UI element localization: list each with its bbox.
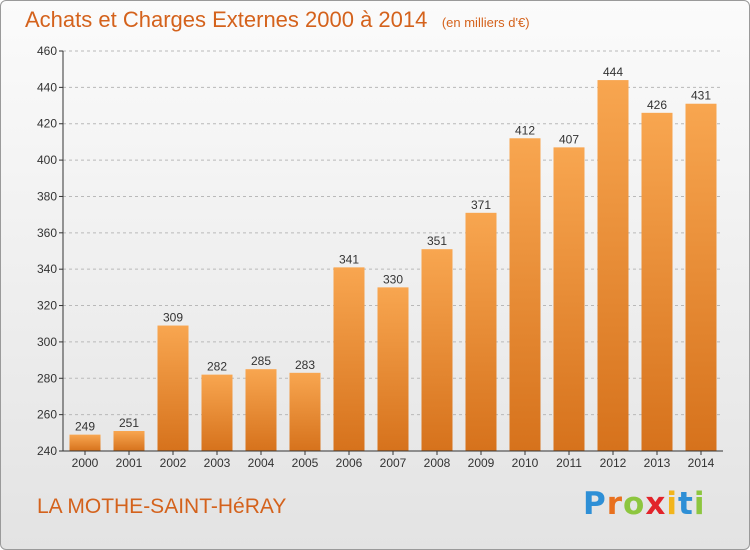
bar: [113, 431, 145, 451]
x-tick-label: 2009: [468, 456, 495, 470]
bar: [509, 138, 541, 452]
y-tick-label: 420: [37, 117, 57, 131]
bar-value-label: 309: [163, 311, 183, 325]
bar-value-label: 341: [339, 252, 359, 266]
bar-value-label: 330: [383, 272, 403, 286]
bar-value-label: 371: [471, 198, 491, 212]
logo-letter: r: [606, 486, 624, 522]
y-tick-label: 340: [37, 262, 57, 276]
bar-value-label: 351: [427, 234, 447, 248]
bar-value-label: 285: [251, 354, 271, 368]
x-tick-label: 2013: [644, 456, 671, 470]
bar: [289, 372, 321, 451]
bar: [201, 374, 233, 451]
bar: [245, 369, 277, 451]
y-tick-label: 300: [37, 335, 57, 349]
bar: [421, 249, 453, 451]
bar-value-label: 251: [119, 416, 139, 430]
bar-value-label: 431: [691, 89, 711, 103]
logo-letter: o: [623, 486, 646, 522]
bars: [69, 80, 717, 452]
bar: [641, 112, 673, 452]
x-tick-label: 2000: [72, 456, 99, 470]
bar: [377, 287, 409, 451]
logo-letter: P: [583, 486, 607, 522]
x-tick-label: 2012: [600, 456, 627, 470]
x-tick-label: 2002: [160, 456, 187, 470]
x-tick-label: 2006: [336, 456, 363, 470]
x-tick-label: 2001: [116, 456, 143, 470]
axes: [59, 50, 723, 455]
proxiti-logo: Proxiti: [583, 486, 705, 522]
x-tick-label: 2005: [292, 456, 319, 470]
x-tick-label: 2003: [204, 456, 231, 470]
bar-value-label: 249: [75, 420, 95, 434]
y-tick-label: 360: [37, 226, 57, 240]
logo-letter: t: [677, 486, 694, 522]
y-tick-label: 440: [37, 80, 57, 94]
bar: [157, 325, 189, 451]
y-tick-label: 260: [37, 408, 57, 422]
commune-name: LA MOTHE-SAINT-HéRAY: [37, 495, 287, 518]
x-tick-label: 2014: [688, 456, 715, 470]
title-row: Achats et Charges Externes 2000 à 2014 (…: [25, 7, 530, 33]
chart-unit-note: (en milliers d'€): [441, 15, 530, 30]
x-tick-label: 2007: [380, 456, 407, 470]
bar: [69, 434, 101, 451]
y-tick-label: 400: [37, 153, 57, 167]
logo-letter: i: [666, 486, 678, 522]
bar-value-label: 283: [295, 358, 315, 372]
bar: [553, 147, 585, 451]
logo-letter: i: [693, 486, 706, 522]
x-tick-label: 2010: [512, 456, 539, 470]
x-tick-label: 2004: [248, 456, 275, 470]
bar-value-label: 444: [603, 65, 623, 79]
y-tick-label: 460: [37, 44, 57, 58]
bar: [685, 103, 717, 452]
y-tick-label: 380: [37, 189, 57, 203]
labels: 240 260 280 300 320 340 360 380 400 420 440 460 249 2…: [37, 44, 715, 470]
bar-value-label: 282: [207, 360, 227, 374]
y-tick-label: 320: [37, 299, 57, 313]
bar: [333, 267, 365, 451]
chart-title: Achats et Charges Externes 2000 à 2014: [25, 7, 428, 32]
bar-value-label: 412: [515, 123, 535, 137]
x-tick-label: 2011: [556, 456, 582, 470]
y-tick-label: 280: [37, 371, 57, 385]
logo-letter: x: [645, 486, 667, 522]
bar-value-label: 407: [559, 132, 579, 146]
y-tick-label: 240: [37, 444, 57, 458]
bar-value-label: 426: [647, 98, 667, 112]
bar: [465, 212, 497, 451]
x-tick-label: 2008: [424, 456, 451, 470]
bar: [597, 80, 629, 451]
